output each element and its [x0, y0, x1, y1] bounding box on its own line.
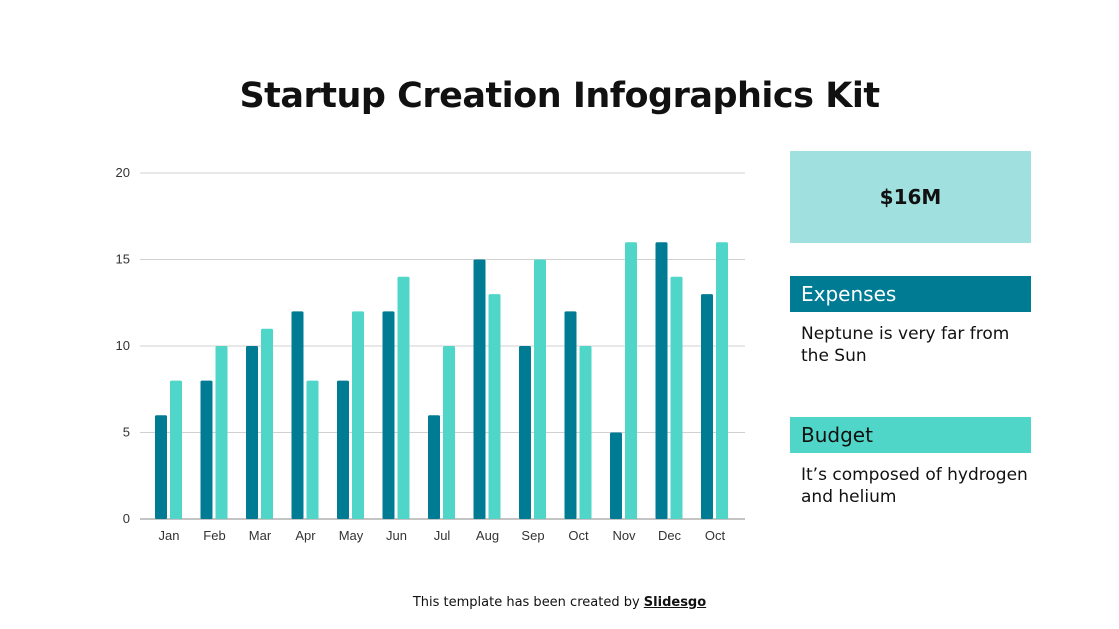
x-tick-label: Jan — [159, 528, 180, 543]
bar-series1-jul — [428, 415, 440, 519]
y-tick-label: 20 — [116, 165, 130, 180]
footer: This template has been created by Slides… — [0, 595, 1119, 610]
bar-series1-jun — [382, 311, 395, 519]
stat-value: $16M — [879, 185, 942, 209]
bar-series2-may — [352, 311, 364, 519]
bar-series2-dec — [670, 276, 683, 519]
bar-series2-nov — [625, 242, 637, 519]
bar-series2-feb — [215, 346, 228, 519]
x-tick-label: Oct — [568, 528, 589, 543]
y-tick-label: 0 — [123, 511, 130, 526]
budget-text: It’s composed of hydrogen and helium — [801, 465, 1028, 507]
bar-series1-feb — [200, 380, 213, 519]
y-tick-label: 10 — [116, 338, 130, 353]
x-tick-label: Jun — [386, 528, 407, 543]
y-tick-label: 5 — [123, 425, 130, 440]
expenses-header: Expenses — [790, 276, 1031, 312]
x-tick-label: Apr — [295, 528, 316, 543]
slide-title: Startup Creation Infographics Kit — [239, 76, 880, 116]
expenses-text: Neptune is very far from the Sun — [801, 324, 1010, 366]
slidesgo-link[interactable]: Slidesgo — [643, 595, 707, 610]
bar-series1-dec — [655, 242, 668, 519]
x-tick-label: Dec — [658, 528, 682, 543]
y-tick-label: 15 — [116, 252, 130, 267]
budget-header: Budget — [790, 417, 1031, 453]
bar-series2-sep — [534, 259, 546, 519]
x-tick-label: Jul — [434, 528, 451, 543]
bar-series1-mar — [246, 346, 258, 519]
bar-series1-sep — [519, 346, 531, 519]
bar-series2-jul — [443, 346, 455, 519]
bar-series2-jun — [397, 276, 410, 519]
bar-series2-jan — [170, 380, 182, 519]
x-tick-label: Nov — [612, 528, 636, 543]
x-tick-label: May — [339, 528, 364, 543]
bar-series2-mar — [261, 328, 273, 519]
stat-box: $16M — [790, 151, 1031, 243]
bar-series1-aug — [473, 259, 486, 519]
bar-series1-oct — [701, 294, 713, 519]
bar-series1-oct — [564, 311, 577, 519]
bar-series1-may — [337, 380, 349, 519]
x-tick-label: Sep — [521, 528, 544, 543]
footer-text: This template has been created by — [412, 595, 644, 610]
bar-series1-apr — [291, 311, 304, 519]
bar-series2-oct — [579, 346, 592, 519]
bar-series1-nov — [610, 432, 622, 519]
x-tick-label: Feb — [203, 528, 225, 543]
x-tick-label: Oct — [705, 528, 726, 543]
x-tick-label: Aug — [476, 528, 499, 543]
bar-series2-aug — [488, 294, 501, 519]
bar-chart: 0 5 10 15 20 Jan Feb Mar Apr May Jun Jul Aug Sep Oct No… — [116, 165, 745, 543]
bar-series2-apr — [306, 380, 319, 519]
bar-series2-oct — [716, 242, 728, 519]
x-tick-label: Mar — [249, 528, 272, 543]
bar-series1-jan — [155, 415, 167, 519]
